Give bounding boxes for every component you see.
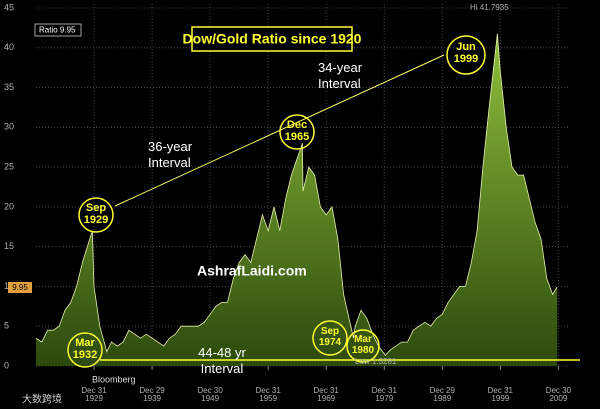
y-tick-label: 45: [4, 2, 14, 12]
y-tick-label: 5: [4, 321, 9, 331]
annotation: Mar 1932: [72, 337, 98, 361]
x-tick-label: Dec 29 1939: [139, 386, 165, 404]
chart-title: Dow/Gold Ratio since 1920: [183, 31, 362, 47]
y-tick-label: 0: [4, 360, 9, 370]
site: AshrafLaidi.com: [197, 263, 307, 279]
x-tick-label: Dec 31 1979: [371, 386, 397, 404]
annotation: Jun 1999: [453, 41, 479, 65]
y-tick-label: 20: [4, 201, 14, 211]
circle: [446, 35, 486, 75]
x-tick-label: Dec 30 2009: [545, 386, 572, 404]
high-label: Hi 41.7935: [470, 3, 509, 12]
annotation: Sep 1929: [83, 202, 109, 226]
ratio-label: Ratio 9.95: [39, 26, 76, 35]
source: Bloomberg: [92, 374, 136, 384]
x-tick-label: Dec 31 1999: [487, 386, 514, 404]
interval-label: 34-year Interval: [318, 60, 363, 91]
y-tick-label: 30: [4, 122, 14, 132]
y-tick-label: 35: [4, 82, 14, 92]
watermark: 大数跨境: [22, 393, 62, 406]
area: [36, 33, 558, 366]
interval-label: 44-48 yr Interval: [198, 345, 246, 376]
interval-label: 36-year Interval: [148, 139, 193, 170]
title-box: [191, 26, 353, 52]
circle: [346, 329, 380, 363]
y-tick-label: 40: [4, 42, 14, 52]
circle: [279, 114, 315, 150]
x-tick-label: Dec 31 1969: [313, 386, 339, 404]
circle: [312, 320, 348, 356]
circle: [78, 197, 114, 233]
annotation: Sep 1974: [318, 326, 342, 348]
annotation: Mar 1980: [351, 334, 375, 356]
last-box: [8, 282, 32, 293]
y-tick-label: 25: [4, 161, 14, 171]
last-label: 9.95: [12, 283, 28, 292]
x-tick-label: Dec 30 1949: [197, 386, 223, 404]
x-tick-label: Dec 29 1989: [429, 386, 455, 404]
line: [35, 33, 558, 357]
x-tick-label: Dec 31 1929: [81, 386, 107, 404]
ratio-box: [34, 23, 82, 37]
circles: [67, 35, 486, 368]
annotation: Dec 1965: [284, 119, 310, 143]
low-label: Low 1.3281: [355, 357, 397, 366]
x-tick-label: Dec 31 1959: [255, 386, 281, 404]
circle: [67, 332, 103, 368]
y-tick-label: 15: [4, 241, 14, 251]
